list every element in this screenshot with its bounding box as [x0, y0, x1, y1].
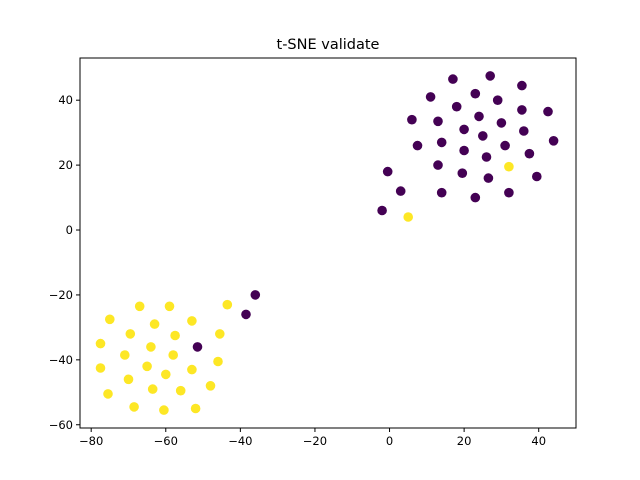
x-axis: −80 −60 −40 −20 0 20 40 — [79, 428, 546, 448]
x-tick-label: −60 — [154, 434, 178, 448]
scatter-point — [504, 161, 514, 172]
scatter-point — [470, 192, 481, 203]
scatter-point — [161, 369, 171, 380]
x-tick-label: −40 — [228, 434, 252, 448]
scatter-point — [164, 301, 175, 312]
scatter-point — [134, 301, 145, 312]
y-tick-label: 20 — [58, 158, 73, 172]
scatter-point — [125, 329, 136, 339]
scatter-point — [436, 137, 447, 148]
scatter-point — [459, 145, 469, 156]
scatter-point — [215, 329, 225, 339]
scatter-point — [192, 342, 203, 352]
scatter-point — [142, 361, 152, 372]
scatter-point — [548, 136, 559, 146]
scatter-point — [483, 173, 494, 183]
scatter-point — [451, 101, 462, 112]
chart-title: t-SNE validate — [277, 37, 380, 53]
scatter-point — [187, 364, 197, 375]
x-tick-label: 0 — [386, 434, 393, 448]
scatter-point — [470, 88, 481, 99]
scatter-point — [500, 140, 510, 151]
y-tick-label: −20 — [49, 288, 73, 302]
scatter-point — [433, 116, 443, 127]
scatter-point — [504, 187, 514, 198]
scatter-point — [95, 363, 106, 373]
scatter-point — [425, 92, 436, 102]
scatter-point — [120, 350, 130, 360]
y-axis: −60 −40 −20 0 20 40 — [49, 93, 80, 432]
scatter-point — [241, 309, 251, 320]
scatter-point — [190, 403, 201, 414]
scatter-point — [146, 342, 156, 352]
y-tick-label: 0 — [66, 223, 73, 237]
scatter-point — [103, 389, 113, 399]
scatter-point — [129, 402, 139, 412]
scatter-point — [395, 186, 406, 196]
scatter-point — [250, 290, 261, 300]
scatter-point — [377, 205, 387, 216]
scatter-point — [170, 330, 180, 341]
scatter-point — [524, 148, 535, 159]
points-layer — [95, 71, 559, 415]
scatter-point — [149, 319, 160, 329]
scatter-point — [433, 160, 443, 170]
y-tick-label: 40 — [58, 93, 73, 107]
scatter-point — [175, 385, 186, 396]
scatter-point — [474, 111, 484, 122]
scatter-point — [213, 356, 223, 367]
scatter-point — [407, 114, 417, 125]
scatter-point — [459, 124, 469, 135]
scatter-point — [436, 187, 447, 198]
scatter-point — [205, 381, 216, 391]
scatter-point — [168, 350, 178, 360]
scatter-point — [403, 212, 414, 222]
scatter-point — [481, 152, 492, 162]
scatter-point — [478, 131, 488, 141]
scatter-point — [187, 316, 197, 326]
y-tick-label: −60 — [49, 418, 73, 432]
scatter-point — [105, 314, 115, 325]
x-tick-label: 40 — [531, 434, 546, 448]
y-tick-label: −40 — [49, 353, 73, 367]
scatter-point — [517, 80, 527, 91]
scatter-point — [382, 166, 393, 177]
x-tick-label: −20 — [303, 434, 327, 448]
scatter-point — [95, 338, 106, 349]
scatter-point — [159, 405, 169, 415]
scatter-point — [532, 171, 542, 182]
scatter-point — [485, 71, 496, 81]
scatter-point — [448, 74, 458, 84]
x-tick-label: 20 — [457, 434, 472, 448]
scatter-point — [412, 140, 423, 151]
scatter-point — [147, 384, 158, 394]
scatter-point — [543, 106, 553, 117]
scatter-point — [492, 95, 503, 105]
scatter-point — [123, 374, 134, 385]
scatter-point — [496, 118, 507, 128]
x-tick-label: −80 — [79, 434, 103, 448]
plot-frame — [79, 57, 577, 429]
scatter-point — [457, 168, 468, 178]
scatter-point — [519, 126, 529, 136]
scatter-point — [222, 299, 233, 310]
scatter-point — [517, 105, 527, 115]
